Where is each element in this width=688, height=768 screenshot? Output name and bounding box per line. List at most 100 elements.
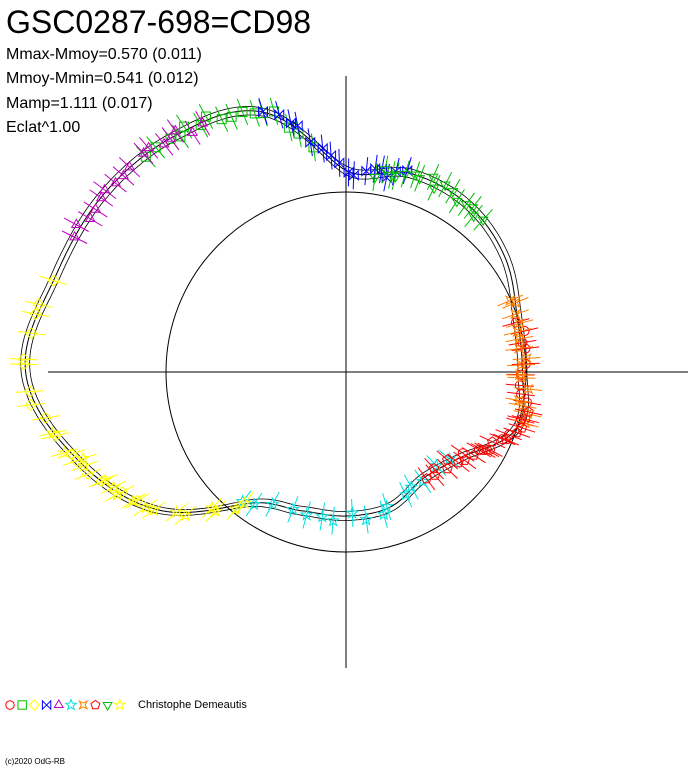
error-bar [249, 100, 260, 127]
error-bar [226, 497, 246, 521]
data-point [70, 218, 82, 228]
error-bar [447, 453, 470, 472]
data-point [510, 309, 521, 320]
error-bar [93, 181, 117, 199]
legend-markers [5, 698, 127, 711]
data-point [265, 496, 280, 511]
data-point [175, 131, 186, 142]
fitted-curve [20, 106, 529, 522]
data-point [76, 451, 90, 465]
error-bar [319, 502, 326, 531]
error-bar [507, 415, 535, 424]
data-point [158, 137, 170, 148]
data-point [17, 352, 30, 366]
error-bar [399, 481, 413, 508]
data-point [326, 513, 340, 527]
error-bar [438, 449, 461, 469]
error-bar [363, 505, 369, 534]
error-bar [135, 146, 156, 168]
data-point [226, 111, 237, 122]
error-bar [40, 275, 68, 286]
error-bar [77, 211, 103, 227]
error-bar [61, 230, 88, 244]
data-point [49, 429, 62, 442]
error-bar [502, 309, 529, 320]
error-bar [155, 132, 174, 156]
error-bar [473, 209, 493, 231]
error-bar [89, 189, 114, 207]
data-point [47, 274, 60, 287]
data-point [77, 458, 91, 472]
error-bar [479, 435, 506, 449]
error-bar [457, 192, 475, 216]
data-point [285, 502, 300, 516]
data-point [442, 463, 453, 474]
error-bar [474, 442, 500, 458]
data-point [386, 171, 398, 182]
data-point [429, 469, 441, 480]
data-point [146, 502, 161, 517]
data-point [379, 166, 391, 176]
data-point [237, 495, 252, 510]
data-point [237, 106, 248, 117]
data-point [57, 445, 72, 459]
error-bar [198, 104, 214, 130]
error-bar [453, 451, 477, 470]
fit-envelope-line [20, 106, 529, 522]
error-bar [63, 217, 89, 232]
data-point [513, 343, 525, 354]
error-bar [174, 505, 197, 526]
data-point [39, 411, 52, 425]
error-bar [69, 453, 97, 464]
error-bar [215, 106, 229, 132]
error-bar [382, 155, 389, 184]
error-bar [201, 497, 223, 519]
error-bar [514, 387, 543, 391]
data-point [510, 297, 521, 309]
data-point [402, 164, 413, 177]
error-bar [17, 331, 46, 336]
data-point [292, 119, 303, 132]
error-bar [400, 160, 410, 188]
data-point [421, 473, 432, 484]
error-bar [142, 501, 166, 519]
data-point [457, 448, 468, 459]
error-bar [512, 356, 541, 360]
data-point [138, 500, 153, 514]
error-bar [508, 402, 537, 409]
error-bar [74, 468, 101, 480]
error-bar [193, 112, 209, 138]
data-point [247, 497, 262, 511]
error-bar [171, 124, 189, 149]
data-point [429, 458, 444, 472]
error-bar [414, 165, 426, 192]
data-point [200, 111, 211, 122]
legend-marker-cross [78, 699, 89, 711]
error-bar [379, 500, 388, 528]
data-point [285, 117, 296, 129]
data-point [169, 124, 181, 135]
data-point [514, 369, 526, 381]
legend-marker-bowtie [41, 699, 52, 711]
error-bar [265, 491, 280, 517]
data-point [447, 188, 459, 198]
observer-credit: Christophe Demeautis [138, 699, 247, 711]
data-point [514, 318, 525, 329]
error-bar [92, 473, 119, 487]
error-bar [146, 136, 166, 159]
error-bar [470, 443, 496, 458]
data-point [376, 506, 391, 521]
data-point [99, 183, 111, 194]
data-point [84, 212, 96, 222]
legend-marker-star [64, 698, 78, 711]
data-point [334, 157, 345, 169]
legend-marker-circle [5, 700, 15, 710]
data-point [516, 372, 527, 384]
data-point [514, 333, 525, 345]
error-bar [104, 173, 127, 193]
data-point [98, 472, 113, 487]
data-point [164, 132, 177, 142]
data-point [427, 173, 439, 184]
data-point [522, 383, 534, 395]
error-bar [195, 110, 211, 136]
